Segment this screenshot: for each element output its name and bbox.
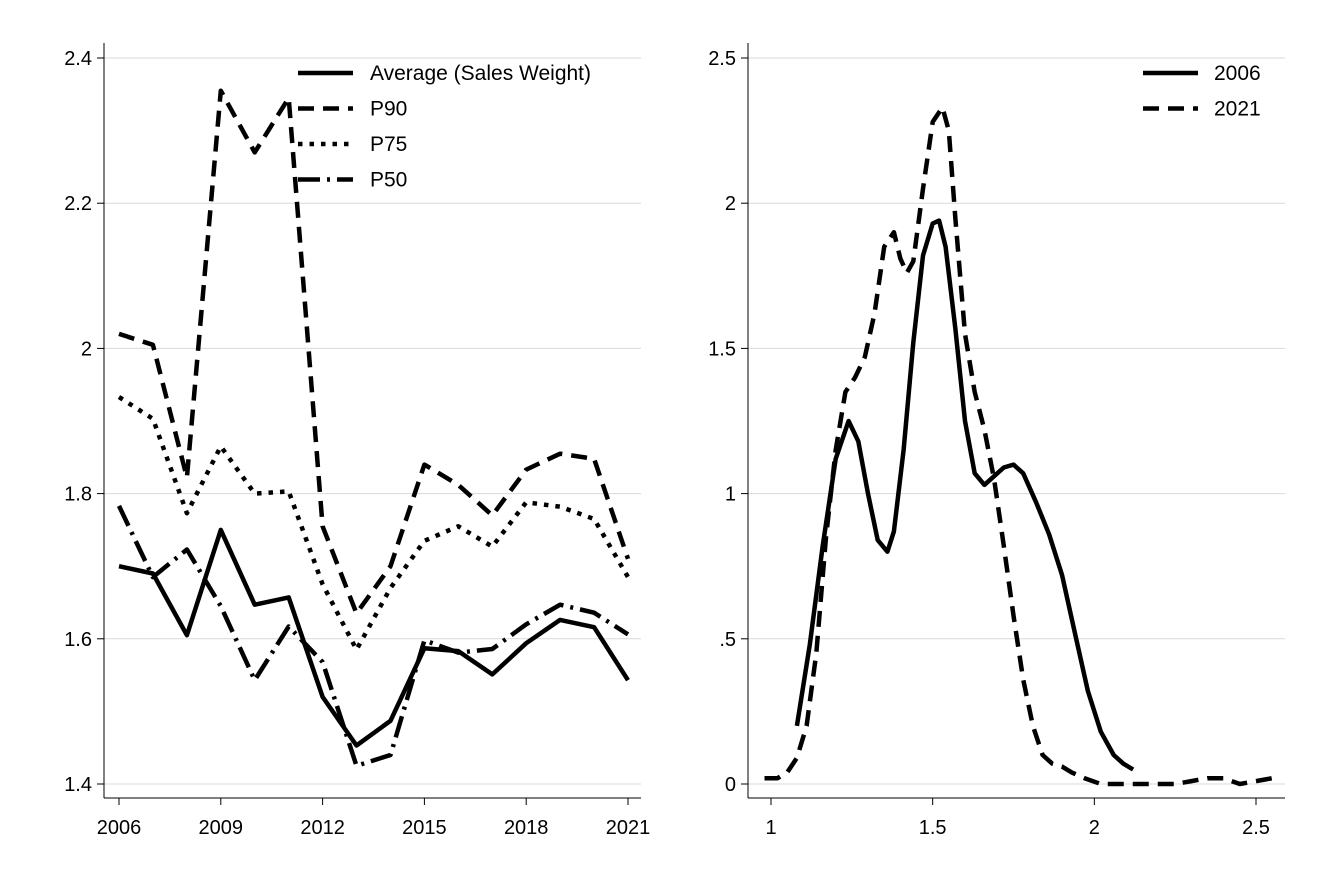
right-gridlines: [748, 57, 1285, 785]
right-x-tick-label: 2.5: [1242, 817, 1270, 839]
right-legend-label: 2021: [1214, 98, 1261, 121]
left-y-tick-label: 2.2: [64, 193, 92, 215]
right-x-tick-label: 2: [1089, 817, 1100, 839]
right-series-group: [764, 105, 1273, 787]
left-series-average-sales-weight: [118, 527, 630, 748]
left-legend-label: P75: [370, 133, 407, 156]
left-x-tick-label: 2009: [199, 817, 244, 839]
right-y-tick-label: 2.5: [708, 48, 736, 70]
right-y-tick-label: 0: [725, 774, 736, 796]
right-legend-label: 2006: [1214, 62, 1261, 85]
left-x-tick-label: 2006: [97, 817, 142, 839]
right-x-tick-label: 1: [765, 817, 776, 839]
left-y-tick-label: 2: [81, 338, 92, 360]
left-gridlines: [104, 57, 641, 785]
left-legend-label: Average (Sales Weight): [370, 62, 591, 85]
right-y-tick-label: 1.5: [708, 338, 736, 360]
left-x-tick-label: 2012: [300, 817, 345, 839]
right-series-2006: [794, 218, 1135, 772]
right-y-tick-label: .5: [719, 629, 736, 651]
left-y-tick-label: 1.4: [64, 774, 92, 796]
left-y-tick-label: 2.4: [64, 48, 92, 70]
right-x-tick-label: 1.5: [919, 817, 947, 839]
left-y-tick-label: 1.8: [64, 484, 92, 506]
left-x-tick-label: 2015: [402, 817, 447, 839]
right-axes: 0 .5 1 1.5 2 2.5 1 1.5 2 2.5: [708, 43, 1285, 839]
right-y-tick-label: 2: [725, 193, 736, 215]
right-legend: 2006 2021: [1143, 62, 1261, 121]
left-axes: 1.4 1.6 1.8 2 2.2 2.4 2006 2009 2012 2015 2018 2021: [64, 43, 650, 839]
right-density-chart-panel: 0 .5 1 1.5 2 2.5 1 1.5 2 2.5 2006 2021: [708, 43, 1285, 839]
left-legend-label: P50: [370, 169, 407, 192]
left-legend-label: P90: [370, 98, 407, 121]
left-line-chart-panel: 1.4 1.6 1.8 2 2.2 2.4 2006 2009 2012 2015 2018 2021…: [64, 43, 650, 839]
left-x-tick-label: 2021: [606, 817, 651, 839]
left-x-tick-label: 2018: [504, 817, 549, 839]
right-series-2021: [764, 105, 1273, 787]
left-series-p50: [116, 504, 630, 769]
left-legend: Average (Sales Weight) P90 P75 P50: [298, 62, 591, 192]
left-series-group: [116, 88, 631, 769]
left-y-tick-label: 1.6: [64, 629, 92, 651]
right-y-tick-label: 1: [725, 484, 736, 506]
